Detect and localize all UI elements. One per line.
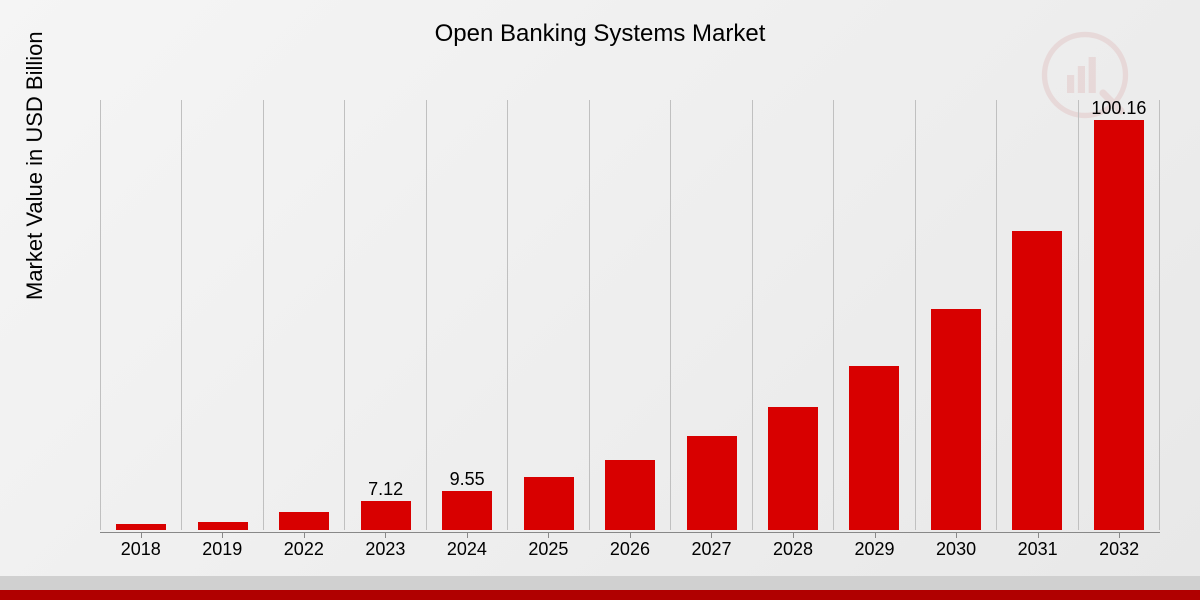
bar	[279, 512, 329, 530]
x-tick-label: 2028	[752, 533, 834, 560]
x-tick-label: 2029	[834, 533, 916, 560]
bar	[605, 460, 655, 530]
bar-group: 9.55	[426, 100, 507, 530]
bar-group	[670, 100, 751, 530]
x-tick-label: 2030	[915, 533, 997, 560]
bar: 9.55	[442, 491, 492, 530]
bar-value-label: 7.12	[368, 479, 403, 500]
bottom-gray-bar	[0, 576, 1200, 590]
bar-group	[752, 100, 833, 530]
plot-area: 7.12 9.55 100.16	[100, 100, 1160, 530]
bar	[931, 309, 981, 530]
bar	[116, 524, 166, 530]
chart-container: Open Banking Systems Market Market Value…	[0, 0, 1200, 600]
bar-group	[996, 100, 1077, 530]
bar-group	[507, 100, 588, 530]
bar-group	[915, 100, 996, 530]
x-tick-label: 2023	[345, 533, 427, 560]
x-tick-label: 2019	[182, 533, 264, 560]
bar	[768, 407, 818, 530]
x-tick-label: 2027	[671, 533, 753, 560]
bar-group: 7.12	[344, 100, 425, 530]
bar-value-label: 9.55	[450, 469, 485, 490]
bar	[687, 436, 737, 530]
bar	[198, 522, 248, 530]
bar: 7.12	[361, 501, 411, 530]
bar-value-label: 100.16	[1091, 98, 1146, 119]
x-tick-label: 2026	[589, 533, 671, 560]
bar	[1012, 231, 1062, 530]
x-tick-label: 2025	[508, 533, 590, 560]
chart-title: Open Banking Systems Market	[435, 20, 766, 48]
y-axis-label: Market Value in USD Billion	[22, 31, 48, 300]
bar-group	[263, 100, 344, 530]
x-tick-label: 2024	[426, 533, 508, 560]
x-tick-label: 2031	[997, 533, 1079, 560]
bar-group	[100, 100, 181, 530]
bar-group	[833, 100, 914, 530]
bar: 100.16	[1094, 120, 1144, 530]
x-axis: 2018201920222023202420252026202720282029…	[100, 532, 1160, 560]
bar	[849, 366, 899, 530]
x-tick-label: 2032	[1078, 533, 1160, 560]
x-tick-label: 2018	[100, 533, 182, 560]
bar-group	[181, 100, 262, 530]
x-tick-label: 2022	[263, 533, 345, 560]
bar-group	[589, 100, 670, 530]
bar	[524, 477, 574, 530]
bottom-accent-bar	[0, 590, 1200, 600]
bar-group: 100.16	[1078, 100, 1160, 530]
